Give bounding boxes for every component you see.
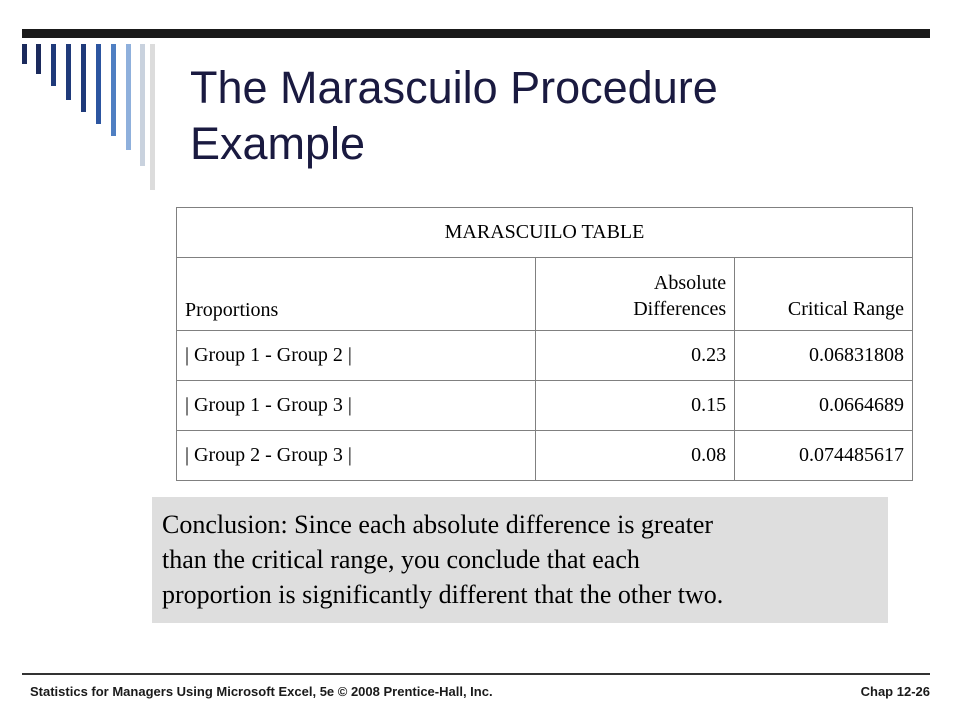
- decorative-bar: [96, 44, 101, 124]
- conclusion-box: Conclusion: Since each absolute differen…: [152, 497, 888, 623]
- footer-page-number: Chap 12-26: [860, 684, 930, 699]
- header-critical-range: Critical Range: [734, 257, 913, 331]
- table-title: MARASCUILO TABLE: [176, 207, 913, 258]
- decorative-bar: [66, 44, 71, 100]
- decorative-bar: [36, 44, 41, 74]
- decorative-bar: [150, 44, 155, 190]
- slide-title-line-2: Example: [190, 118, 366, 169]
- decorative-bar: [51, 44, 56, 86]
- conclusion-line-2: than the critical range, you conclude th…: [162, 545, 640, 574]
- table-title-row: MARASCUILO TABLE: [176, 207, 913, 258]
- row-absolute-difference: 0.15: [535, 380, 736, 431]
- header-absolute-line-2: Differences: [633, 298, 727, 320]
- row-absolute-difference: 0.23: [535, 330, 736, 381]
- row-critical-range: 0.0664689: [734, 380, 913, 431]
- footer-citation: Statistics for Managers Using Microsoft …: [30, 684, 493, 699]
- row-pair: | Group 2 - Group 3 |: [175, 430, 537, 481]
- conclusion-line-1: Conclusion: Since each absolute differen…: [162, 510, 714, 539]
- row-critical-range: 0.06831808: [734, 330, 913, 381]
- header-proportions: Proportions: [175, 257, 537, 331]
- table-header-row: Proportions Absolute Differences Critica…: [175, 257, 913, 331]
- row-pair: | Group 1 - Group 2 |: [175, 330, 537, 381]
- decorative-bar: [111, 44, 116, 136]
- row-critical-range: 0.074485617: [734, 430, 913, 481]
- decorative-bar: [81, 44, 86, 112]
- header-absolute-line-1: Absolute: [653, 272, 727, 294]
- slide-title: The Marascuilo Procedure Example: [190, 60, 890, 172]
- header-absolute-differences: Absolute Differences: [535, 257, 736, 331]
- table-row: | Group 1 - Group 2 | 0.23 0.06831808: [175, 330, 913, 381]
- decorative-bars: [0, 0, 170, 200]
- row-pair: | Group 1 - Group 3 |: [175, 380, 537, 431]
- decorative-bar: [22, 44, 27, 64]
- decorative-bar: [126, 44, 131, 150]
- row-absolute-difference: 0.08: [535, 430, 736, 481]
- slide-title-line-1: The Marascuilo Procedure: [190, 62, 718, 113]
- table-row: | Group 2 - Group 3 | 0.08 0.074485617: [175, 430, 913, 481]
- decorative-bar: [140, 44, 145, 166]
- conclusion-line-3: proportion is significantly different th…: [162, 580, 724, 609]
- marascuilo-table: MARASCUILO TABLE Proportions Absolute Di…: [175, 207, 913, 481]
- bottom-rule: [22, 673, 930, 675]
- top-rule: [22, 29, 930, 38]
- table-row: | Group 1 - Group 3 | 0.15 0.0664689: [175, 380, 913, 431]
